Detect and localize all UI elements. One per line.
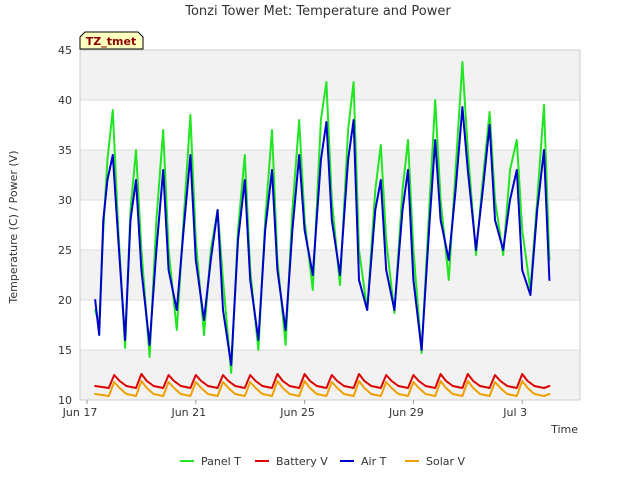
badge-label: TZ_tmet	[86, 35, 136, 48]
grid-band	[80, 350, 580, 400]
y-axis-label: Temperature (C) / Power (V)	[7, 150, 20, 304]
y-tick-label: 25	[58, 244, 72, 257]
x-tick-label: Jun 17	[62, 406, 98, 419]
badge: TZ_tmet	[79, 31, 144, 50]
legend-label: Panel T	[201, 455, 241, 468]
x-tick-label: Jun 25	[279, 406, 315, 419]
series-line-solar-v	[94, 380, 551, 397]
grid-band	[80, 50, 580, 100]
y-tick-label: 10	[58, 394, 72, 407]
chart-title: Tonzi Tower Met: Temperature and Power	[184, 4, 451, 19]
legend-label: Battery V	[276, 455, 328, 468]
y-tick-label: 15	[58, 344, 72, 357]
grid-band	[80, 250, 580, 300]
series-line-air-t	[94, 106, 551, 366]
series-lines	[94, 61, 551, 397]
legend-label: Air T	[361, 455, 387, 468]
x-axis-label: Time	[550, 423, 578, 436]
badge-box	[79, 31, 144, 50]
x-tick-label: Jun 29	[388, 406, 424, 419]
y-tick-label: 45	[58, 44, 72, 57]
y-tick-label: 30	[58, 194, 72, 207]
series-line-battery-v	[94, 373, 551, 389]
x-tick-label: Jun 21	[170, 406, 206, 419]
x-tick-label: Jul 3	[502, 406, 527, 419]
legend-label: Solar V	[426, 455, 466, 468]
y-tick-label: 40	[58, 94, 72, 107]
y-tick-label: 20	[58, 294, 72, 307]
y-axis-ticks: 10 15 20 25 30 35 40 45	[58, 44, 72, 407]
y-tick-label: 35	[58, 144, 72, 157]
plot-frame	[79, 49, 581, 401]
legend: Panel T Battery V Air T Solar V	[180, 455, 466, 468]
grid-band	[80, 300, 580, 350]
x-axis-ticks: Jun 17 Jun 21 Jun 25 Jun 29 Jul 3	[62, 400, 527, 419]
